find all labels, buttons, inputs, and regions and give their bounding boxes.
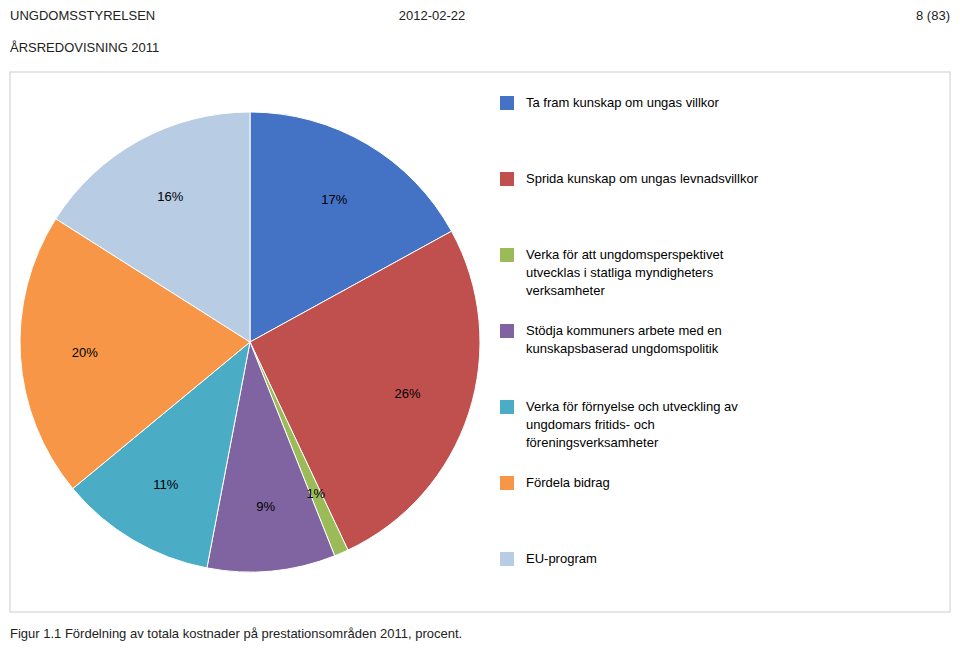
pie xyxy=(20,112,480,572)
legend-label: Stödja kommuners arbete med en kunskapsba… xyxy=(526,323,722,356)
legend-label-line: kunskapsbaserad ungdomspolitik xyxy=(526,341,719,356)
legend-swatch xyxy=(500,400,514,414)
legend-label-line: utvecklas i statliga myndigheters xyxy=(526,265,714,280)
annotation: 2012-02-22 xyxy=(399,8,466,23)
legend-label-line: Verka för förnyelse och utveckling av xyxy=(526,399,738,414)
data-label: 11% xyxy=(153,477,178,492)
legend-label-line: Sprida kunskap om ungas levnadsvillkor xyxy=(526,171,759,186)
legend-label: EU-program xyxy=(526,551,597,566)
legend-swatch xyxy=(500,552,514,566)
data-label: 17% xyxy=(321,192,347,207)
annotation: ÅRSREDOVISNING 2011 xyxy=(10,40,159,55)
legend: Ta fram kunskap om ungas villkor Sprida k… xyxy=(500,95,759,566)
legend-swatch xyxy=(500,248,514,262)
legend-swatch xyxy=(500,96,514,110)
chart: UNGDOMSSTYRELSEN 2012-02-22 8 (83) ÅRSREDOV… xyxy=(0,0,960,654)
legend-item: Fördela bidrag xyxy=(500,475,610,490)
data-label: 26% xyxy=(394,386,420,401)
annotation: 8 (83) xyxy=(916,8,950,23)
legend-label: Sprida kunskap om ungas levnadsvillkor xyxy=(526,171,759,186)
data-label: 16% xyxy=(157,189,183,204)
caption: Figur 1.1 Fördelning av totala kostnader… xyxy=(10,626,462,641)
legend-item: Verka för förnyelse och utveckling av ung… xyxy=(500,399,738,450)
legend-label-line: verksamheter xyxy=(526,283,605,298)
legend-label-line: Verka för att ungdomsperspektivet xyxy=(526,247,724,262)
legend-label-line: ungdomars fritids- och xyxy=(526,417,655,432)
legend-swatch xyxy=(500,476,514,490)
data-label: 20% xyxy=(72,345,98,360)
legend-item: Sprida kunskap om ungas levnadsvillkor xyxy=(500,171,759,186)
legend-item: EU-program xyxy=(500,551,597,566)
legend-label-line: Ta fram kunskap om ungas villkor xyxy=(526,95,720,110)
legend-item: Verka för att ungdomsperspektivet utveckl… xyxy=(500,247,724,298)
legend-swatch xyxy=(500,324,514,338)
legend-item: Ta fram kunskap om ungas villkor xyxy=(500,95,720,110)
slice xyxy=(56,112,250,342)
legend-label-line: Stödja kommuners arbete med en xyxy=(526,323,722,338)
legend-item: Stödja kommuners arbete med en kunskapsba… xyxy=(500,323,722,356)
data-labels: 17% 26% 1% 9% 11% 20% 16% xyxy=(72,189,421,514)
data-label: 9% xyxy=(256,499,275,514)
legend-label: Verka för att ungdomsperspektivet utveckl… xyxy=(526,247,724,298)
legend-swatch xyxy=(500,172,514,186)
legend-label: Verka för förnyelse och utveckling av ung… xyxy=(526,399,738,450)
legend-label: Ta fram kunskap om ungas villkor xyxy=(526,95,720,110)
legend-label-line: Fördela bidrag xyxy=(526,475,610,490)
chart-box xyxy=(10,72,950,612)
legend-label-line: EU-program xyxy=(526,551,597,566)
data-label: 1% xyxy=(306,486,325,501)
legend-label: Fördela bidrag xyxy=(526,475,610,490)
legend-label-line: föreningsverksamheter xyxy=(526,435,659,450)
annotation: UNGDOMSSTYRELSEN xyxy=(10,8,155,23)
